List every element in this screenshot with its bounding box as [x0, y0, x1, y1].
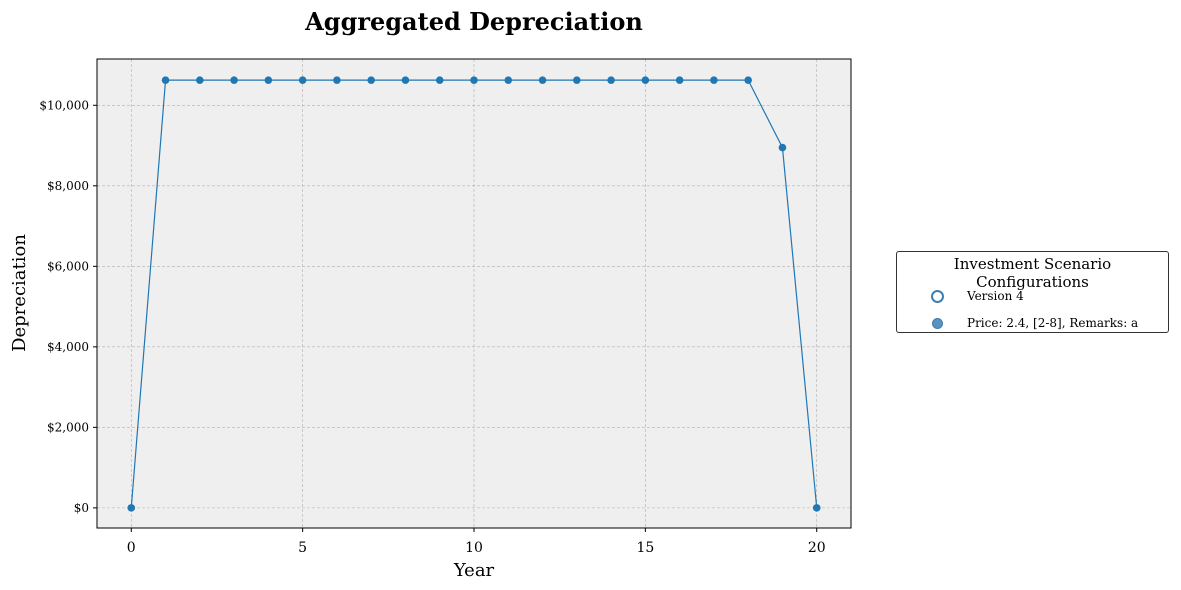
data-point	[744, 76, 752, 84]
legend-title: Investment Scenario Configurations	[953, 255, 1112, 291]
data-point	[607, 76, 615, 84]
legend-label: Price: 2.4, [2-8], Remarks: a	[967, 316, 1139, 330]
grid-lines	[97, 59, 851, 528]
data-point	[675, 76, 684, 84]
y-tick-label: $6,000	[47, 259, 89, 273]
x-tick-label: 10	[465, 540, 483, 556]
legend-marker-dot-icon	[932, 317, 943, 329]
legend-label: Version 4	[967, 289, 1024, 303]
y-axis-label: Depreciation	[9, 234, 30, 352]
x-axis-label: Year	[453, 560, 495, 581]
y-tick-label: $0	[74, 501, 89, 515]
x-tick-label: 20	[808, 540, 826, 556]
x-tick-label: 0	[127, 540, 136, 556]
y-tick-label: $10,000	[39, 98, 89, 112]
data-point	[127, 504, 136, 512]
data-point	[367, 76, 375, 84]
data-point	[264, 76, 273, 84]
data-point	[470, 76, 478, 84]
data-point	[161, 76, 170, 84]
data-point	[196, 76, 204, 84]
data-point	[298, 76, 307, 84]
legend-entry-series: Price: 2.4, [2-8], Remarks: a	[931, 314, 1138, 332]
data-point	[504, 76, 513, 84]
y-tick-label: $2,000	[47, 420, 89, 434]
legend-marker-ring-icon	[931, 289, 944, 303]
legend-entry-version: Version 4	[931, 287, 1024, 305]
data-point	[710, 76, 718, 84]
chart-title: Aggregated Depreciation	[304, 7, 643, 36]
data-point	[333, 76, 341, 84]
data-point	[778, 143, 787, 152]
data-point	[435, 76, 444, 84]
axis-ticks: 0 5 10 15 20 $0 $2,000 $4,000 $6,000 $8,000 $10,00…	[39, 98, 825, 556]
y-tick-label: $4,000	[47, 340, 89, 354]
data-point	[401, 76, 410, 84]
data-point	[573, 76, 581, 84]
legend: Investment Scenario Configurations Versi…	[896, 251, 1169, 333]
series-layer	[127, 76, 821, 512]
x-tick-label: 5	[298, 540, 307, 556]
data-point	[641, 76, 650, 84]
data-point	[812, 504, 821, 512]
data-point	[538, 76, 547, 84]
data-point	[230, 76, 238, 84]
x-tick-label: 15	[636, 540, 654, 556]
y-tick-label: $8,000	[47, 179, 89, 193]
